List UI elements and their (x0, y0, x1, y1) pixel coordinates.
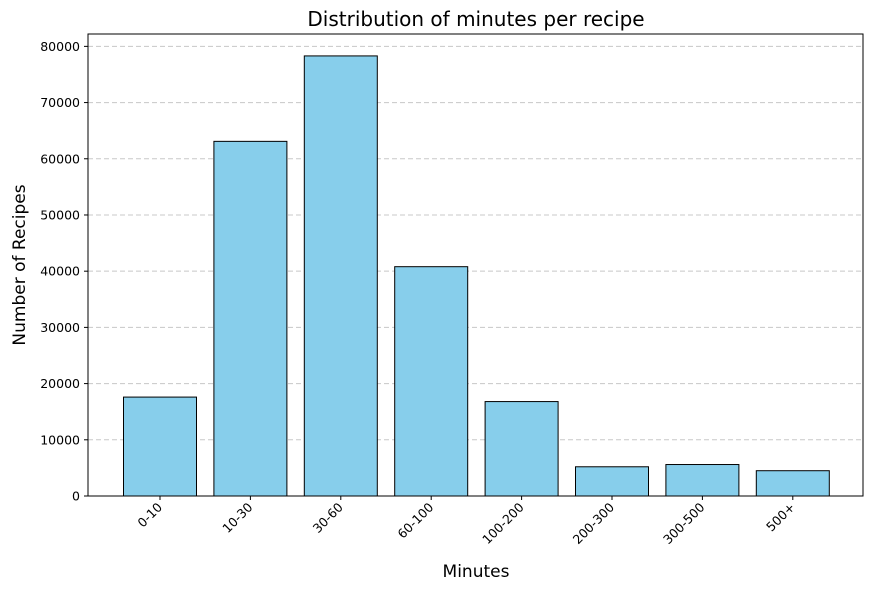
plot-frame (87, 33, 864, 497)
bar-60-100 (394, 266, 469, 497)
chart-title: Distribution of minutes per recipe (307, 7, 644, 31)
y-tick-label: 0 (72, 489, 80, 504)
y-tick-label: 40000 (40, 264, 80, 279)
x-tick-label: 100-200 (479, 499, 527, 547)
x-tick-label: 30-60 (310, 499, 346, 535)
x-tick-label: 500+ (763, 500, 798, 535)
y-tick-label: 80000 (40, 39, 80, 54)
y-tick-label: 10000 (40, 432, 80, 447)
x-tick-label: 10-30 (219, 499, 255, 535)
x-tick-label: 300-500 (660, 499, 708, 547)
y-tick-label: 60000 (40, 151, 80, 166)
x-tick-label: 200-300 (570, 499, 618, 547)
bar-0-10 (123, 396, 197, 497)
x-tick-label: 60-100 (394, 499, 436, 541)
bar-10-30 (213, 140, 288, 497)
bar-300-500 (665, 464, 740, 497)
bar-100-200 (484, 401, 559, 497)
y-axis-label: Number of Recipes (10, 184, 30, 345)
bars (123, 55, 830, 497)
bar-500+ (755, 470, 830, 497)
y-tick-label: 20000 (40, 376, 80, 391)
y-axis-ticks: 0 10000 20000 30000 40000 50000 60000 70000 8000… (40, 39, 88, 504)
x-axis-ticks: 0-10 10-30 30-60 60-100 100-200 200-300 300-50… (134, 496, 798, 547)
bar-30-60 (303, 55, 378, 497)
x-axis-label: Minutes (443, 562, 510, 582)
x-tick-label: 0-10 (134, 499, 165, 530)
y-tick-label: 50000 (40, 207, 80, 222)
y-tick-label: 70000 (40, 95, 80, 110)
grid-lines (88, 45, 863, 441)
bar-200-300 (575, 466, 649, 497)
y-tick-label: 30000 (40, 320, 80, 335)
